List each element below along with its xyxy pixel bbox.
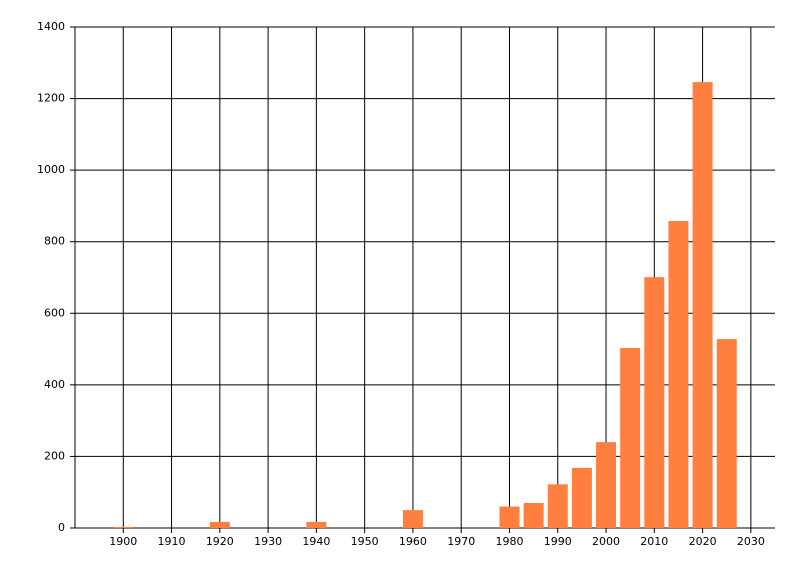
y-tick-label: 200: [44, 449, 65, 462]
bar: [547, 484, 568, 528]
y-tick-label: 1200: [37, 92, 65, 105]
x-tick-label: 1970: [447, 535, 475, 548]
y-tick-label: 1400: [37, 20, 65, 33]
bar: [523, 502, 544, 528]
bar: [668, 220, 689, 529]
bar: [306, 521, 327, 528]
x-tick-label: 1980: [495, 535, 523, 548]
bar: [499, 506, 520, 528]
x-tick-label: 1940: [302, 535, 330, 548]
x-tick-label: 2020: [689, 535, 717, 548]
bar: [596, 442, 617, 528]
x-tick-label: 1910: [158, 535, 186, 548]
y-tick-label: 800: [44, 235, 65, 248]
y-tick-label: 400: [44, 378, 65, 391]
x-tick-label: 1920: [206, 535, 234, 548]
y-tick-label: 600: [44, 306, 65, 319]
bar: [209, 521, 230, 528]
y-tick-label: 1000: [37, 163, 65, 176]
x-tick-label: 1990: [544, 535, 572, 548]
x-tick-label: 1960: [399, 535, 427, 548]
x-tick-label: 2000: [592, 535, 620, 548]
bar: [644, 277, 665, 528]
x-tick-label: 2010: [640, 535, 668, 548]
bar: [571, 467, 592, 528]
bar: [716, 339, 737, 528]
x-tick-label: 1950: [351, 535, 379, 548]
y-tick-label: 0: [58, 521, 65, 534]
x-tick-label: 1900: [109, 535, 137, 548]
bar: [620, 347, 641, 528]
bar: [402, 510, 423, 528]
x-tick-label: 1930: [254, 535, 282, 548]
bar: [113, 526, 134, 528]
x-tick-label: 2030: [737, 535, 765, 548]
bar: [692, 82, 713, 529]
